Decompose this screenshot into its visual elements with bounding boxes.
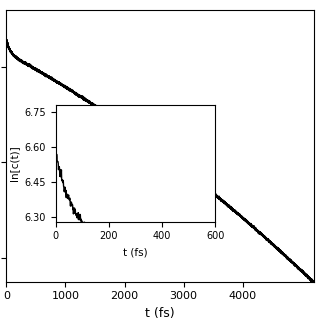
X-axis label: t (fs): t (fs): [145, 307, 175, 320]
